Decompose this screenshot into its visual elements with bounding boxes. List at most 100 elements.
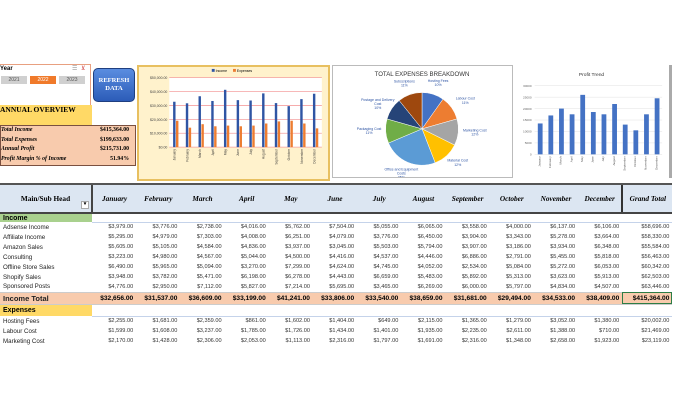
bar-expenses[interactable]	[290, 120, 293, 148]
cell-value[interactable]: $2,950.00	[152, 283, 178, 290]
row-grand-total[interactable]: $63,446.00	[641, 283, 670, 290]
slicer-year-2022[interactable]: 2022	[30, 76, 56, 84]
cell-value[interactable]: $2,306.00	[196, 338, 222, 344]
row-grand-total[interactable]: $23,119.00	[641, 338, 670, 344]
cell-value[interactable]: $3,223.00	[108, 254, 134, 260]
cell-value[interactable]: $33,199.00	[224, 291, 269, 305]
cell-value[interactable]: $36,609.00	[180, 291, 225, 305]
cell-value[interactable]: $3,343.00	[506, 234, 531, 240]
cell-value[interactable]: $3,270.00	[240, 264, 266, 270]
bar-income[interactable]	[249, 100, 252, 148]
cell-value[interactable]: $5,055.00	[373, 224, 399, 231]
cell-value[interactable]: $5,818.00	[594, 254, 620, 260]
income-expenses-chart[interactable]: $0.00 $10,000.00 $20,000.00 $30,000.00 $40,0…	[137, 65, 330, 181]
cell-value[interactable]: $4,745.00	[373, 264, 399, 270]
bar-expenses[interactable]	[214, 126, 217, 148]
cell-value[interactable]: $5,892.00	[461, 274, 487, 280]
cell-value[interactable]: $3,948.00	[108, 274, 134, 280]
cell-value[interactable]: $7,214.00	[285, 283, 310, 290]
cell-value[interactable]: $6,251.00	[285, 234, 310, 240]
cell-value[interactable]: $5,794.00	[417, 244, 443, 250]
slicer-year-2023[interactable]: 2023	[59, 76, 85, 84]
cell-value[interactable]: $4,624.00	[329, 264, 355, 270]
cell-value[interactable]: $5,313.00	[506, 274, 531, 280]
cell-value[interactable]: $6,659.00	[373, 274, 399, 280]
bar-profit[interactable]	[559, 108, 564, 155]
cell-value[interactable]: $3,186.00	[506, 244, 531, 250]
cell-value[interactable]: $5,471.00	[196, 274, 222, 280]
cell-value[interactable]: $6,278.00	[285, 274, 310, 280]
cell-value[interactable]: $3,782.00	[152, 274, 178, 280]
cell-value[interactable]: $1,401.00	[373, 328, 399, 334]
row-grand-total[interactable]: $60,342.00	[641, 264, 670, 270]
cell-value[interactable]: $3,237.00	[196, 328, 222, 334]
cell-value[interactable]: $7,112.00	[197, 283, 222, 290]
cell-value[interactable]: $4,008.00	[240, 234, 266, 240]
row-grand-total[interactable]: $58,696.00	[641, 224, 670, 231]
cell-value[interactable]: $1,388.00	[550, 328, 576, 334]
profit-trend-chart[interactable]: Profit Trend 0 5000 10000 15000 20000 25000 300…	[515, 65, 672, 178]
main-sub-head-header[interactable]: Main/Sub Head ▾	[0, 183, 93, 214]
cell-value[interactable]: $5,278.00	[550, 234, 576, 240]
cell-value[interactable]: $2,611.00	[506, 328, 531, 334]
cell-value[interactable]: $3,776.00	[152, 224, 178, 231]
clear-filter-icon[interactable]: ⊻	[81, 66, 86, 72]
bar-expenses[interactable]	[201, 124, 204, 148]
row-grand-total[interactable]: $20,002.00	[641, 318, 670, 325]
cell-value[interactable]: $3,052.00	[550, 318, 576, 325]
cell-value[interactable]: $7,504.00	[329, 224, 355, 231]
bar-income[interactable]	[198, 96, 201, 148]
cell-value[interactable]: $3,937.00	[285, 244, 310, 250]
cell-value[interactable]: $6,053.00	[594, 264, 620, 270]
bar-income[interactable]	[287, 106, 290, 148]
cell-value[interactable]: $4,979.00	[152, 234, 178, 240]
bar-profit[interactable]	[537, 123, 543, 155]
cell-value[interactable]: $5,762.00	[285, 224, 310, 231]
cell-value[interactable]: $1,434.00	[329, 328, 355, 334]
cell-value[interactable]: $5,605.00	[108, 244, 134, 250]
cell-value[interactable]: $5,965.00	[152, 264, 178, 270]
bar-income[interactable]	[300, 99, 303, 148]
cell-value[interactable]: $3,907.00	[461, 244, 487, 250]
row-grand-total[interactable]: $58,330.00	[641, 234, 670, 240]
bar-expenses[interactable]	[264, 123, 268, 148]
cell-value[interactable]: $3,664.00	[594, 234, 620, 240]
cell-value[interactable]: $2,053.00	[240, 338, 266, 344]
cell-value[interactable]: $1,602.00	[285, 318, 310, 325]
cell-value[interactable]: $6,065.00	[417, 224, 443, 231]
cell-value[interactable]: $3,045.00	[329, 244, 355, 250]
bar-income[interactable]	[211, 100, 214, 148]
cell-value[interactable]: $4,446.00	[417, 254, 443, 260]
cell-value[interactable]: $3,623.00	[550, 274, 576, 280]
bar-profit[interactable]	[569, 114, 575, 155]
cell-value[interactable]: $5,044.00	[240, 254, 266, 260]
cell-value[interactable]: $2,534.00	[461, 264, 487, 270]
cell-value[interactable]: $2,115.00	[418, 318, 443, 325]
cell-value[interactable]: $4,980.00	[152, 254, 178, 260]
cell-value[interactable]: $1,599.00	[108, 328, 134, 334]
cell-value[interactable]: $1,380.00	[594, 318, 620, 325]
cell-value[interactable]: $1,113.00	[285, 338, 310, 344]
refresh-data-button[interactable]: REFRESH DATA	[93, 68, 135, 102]
cell-value[interactable]: $1,348.00	[506, 338, 531, 344]
bar-expenses[interactable]	[303, 123, 306, 148]
bar-income[interactable]	[223, 89, 227, 148]
cell-value[interactable]: $4,776.00	[108, 283, 134, 290]
row-grand-total[interactable]: $55,584.00	[641, 244, 670, 250]
cell-value[interactable]: $3,776.00	[373, 234, 399, 240]
cell-value[interactable]: $1,404.00	[329, 318, 355, 325]
bar-expenses[interactable]	[176, 120, 179, 148]
cell-value[interactable]: $4,416.00	[329, 254, 355, 260]
cell-value[interactable]: $6,000.00	[461, 283, 487, 290]
row-grand-total[interactable]: $62,503.00	[641, 274, 670, 280]
cell-value[interactable]: $3,934.00	[550, 244, 576, 250]
cell-value[interactable]: $6,198.00	[240, 274, 266, 280]
cell-value[interactable]: $1,726.00	[285, 328, 310, 334]
cell-value[interactable]: $5,272.00	[550, 264, 576, 270]
cell-value[interactable]: $4,500.00	[285, 254, 310, 260]
bar-expenses[interactable]	[226, 125, 230, 148]
bar-expenses[interactable]	[188, 127, 192, 148]
cell-value[interactable]: $4,079.00	[329, 234, 355, 240]
bar-profit[interactable]	[548, 115, 554, 155]
